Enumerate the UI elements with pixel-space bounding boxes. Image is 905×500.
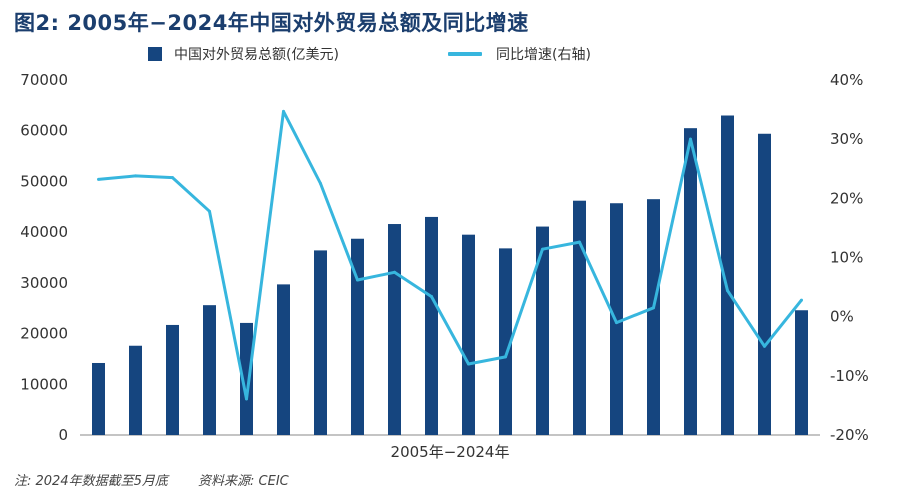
y-left-tick-label: 40000 [20, 223, 68, 241]
bar [684, 128, 697, 435]
y-left-tick-label: 50000 [20, 172, 68, 190]
legend-label-bar: 中国对外贸易总额(亿美元) [174, 47, 339, 63]
growth-point [430, 295, 433, 299]
growth-point [615, 321, 618, 325]
growth-point [763, 344, 766, 348]
bar [462, 234, 475, 435]
growth-point [689, 137, 692, 141]
bar [351, 238, 364, 435]
y-right-tick-label: 40% [830, 71, 863, 89]
footnote-note: 注: 2024年数据截至5月底 [14, 474, 168, 489]
footnote: 注: 2024年数据截至5月底 资料来源: CEIC [14, 470, 315, 489]
y-left-tick-label: 70000 [20, 71, 68, 89]
bar [647, 199, 660, 435]
legend-swatch-bar [148, 47, 162, 61]
growth-line [98, 109, 803, 401]
growth-point [393, 270, 396, 274]
bar [721, 115, 734, 435]
legend-label-line: 同比增速(右轴) [496, 47, 591, 63]
bar [758, 133, 771, 435]
y-right-tick-label: 0% [830, 308, 854, 326]
y-left-tick-label: 10000 [20, 375, 68, 393]
y-right-tick-label: -10% [830, 367, 869, 385]
growth-point [319, 182, 322, 186]
y-left-tick-label: 30000 [20, 274, 68, 292]
y-left-tick-label: 0 [58, 426, 68, 444]
y-right-tick-label: 10% [830, 249, 863, 267]
bar [499, 248, 512, 435]
legend-item-bar: 中国对外贸易总额(亿美元) [148, 44, 339, 64]
growth-point [282, 109, 285, 113]
growth-point [171, 176, 174, 180]
legend-item-line: 同比增速(右轴) [448, 44, 591, 64]
growth-point [578, 240, 581, 244]
bar [573, 200, 586, 435]
growth-point [245, 397, 248, 401]
legend-swatch-line [448, 52, 482, 56]
growth-point [504, 355, 507, 359]
growth-point [652, 306, 655, 310]
growth-point [208, 209, 211, 213]
bar [536, 226, 549, 435]
bar [240, 322, 253, 435]
footnote-source: 资料来源: CEIC [198, 474, 289, 489]
bar [203, 305, 216, 435]
chart-title: 图2: 2005年−2024年中国对外贸易总额及同比增速 [14, 11, 529, 35]
growth-point [467, 362, 470, 366]
y-left-tick-label: 60000 [20, 122, 68, 140]
bar [314, 250, 327, 435]
bar [277, 284, 290, 435]
y-right-tick-label: 20% [830, 189, 863, 207]
bar [129, 345, 142, 435]
bar [166, 324, 179, 435]
growth-point [726, 289, 729, 293]
bar [388, 224, 401, 435]
y-right-tick-label: -20% [830, 426, 869, 444]
growth-point [541, 247, 544, 251]
growth-point [134, 174, 137, 178]
y-left-tick-label: 20000 [20, 325, 68, 343]
y-right-tick-label: 30% [830, 130, 863, 148]
growth-point [800, 298, 803, 302]
legend: 中国对外贸易总额(亿美元) 同比增速(右轴) [0, 44, 905, 70]
growth-point [356, 278, 359, 282]
x-axis-label: 2005年−2024年 [391, 443, 510, 461]
bar [425, 216, 438, 435]
growth-point [97, 177, 100, 181]
bar [92, 362, 105, 435]
bar [795, 310, 808, 435]
